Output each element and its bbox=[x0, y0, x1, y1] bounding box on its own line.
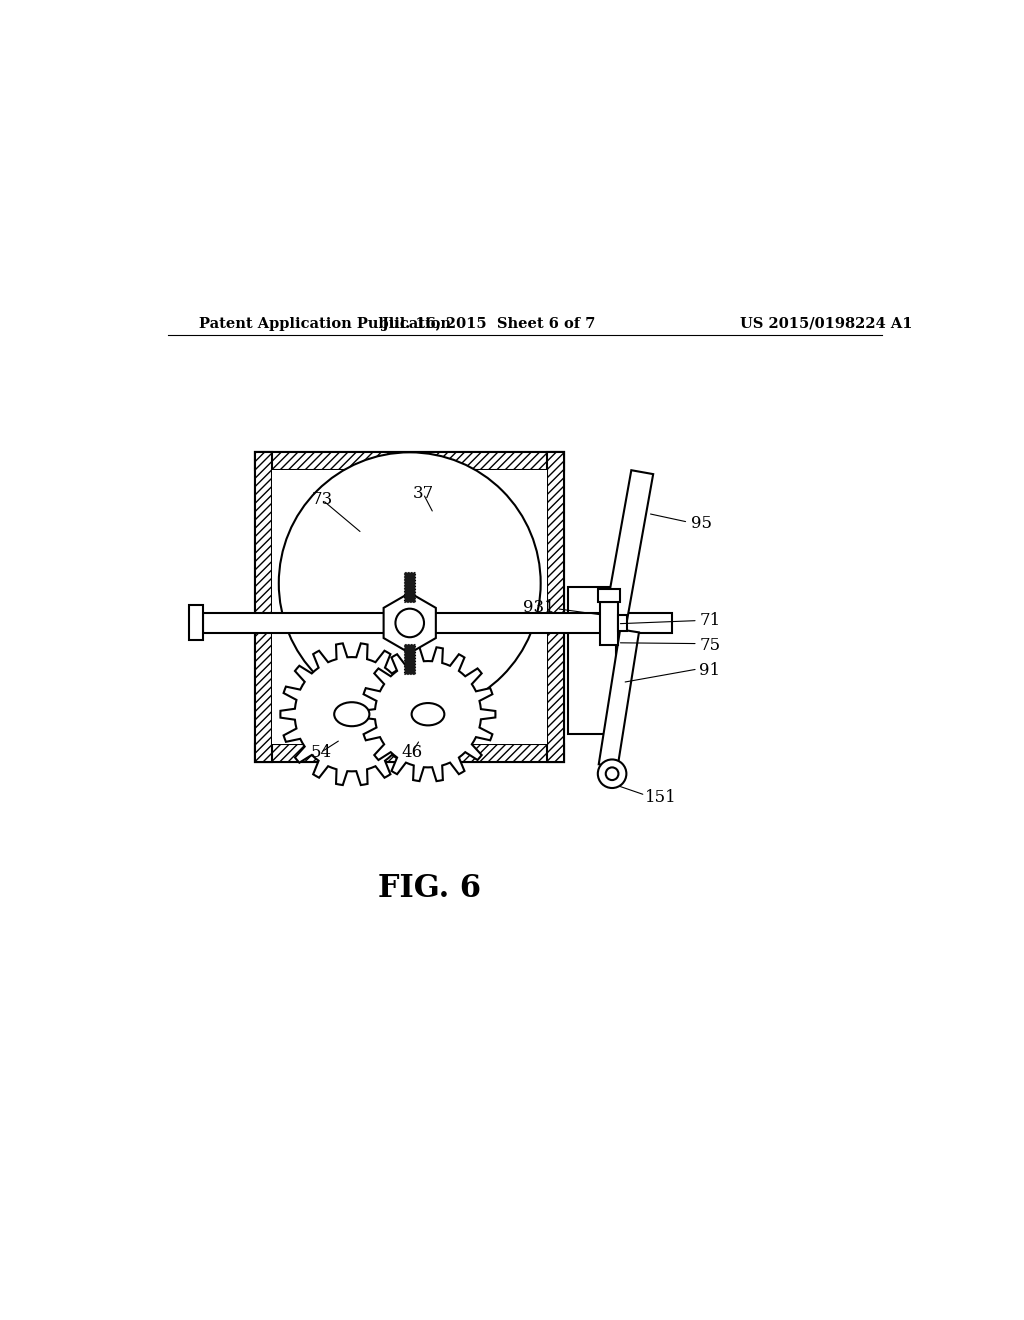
Ellipse shape bbox=[334, 702, 370, 726]
Polygon shape bbox=[604, 470, 653, 624]
Ellipse shape bbox=[412, 704, 444, 726]
Text: FIG. 6: FIG. 6 bbox=[378, 874, 481, 904]
Bar bbox=[204, 612, 672, 634]
Polygon shape bbox=[281, 643, 423, 785]
Text: 54: 54 bbox=[310, 743, 332, 760]
Text: Jul. 16, 2015  Sheet 6 of 7: Jul. 16, 2015 Sheet 6 of 7 bbox=[382, 317, 596, 331]
Bar bbox=[272, 470, 547, 744]
Bar bbox=[255, 744, 564, 762]
Circle shape bbox=[606, 767, 618, 780]
Bar bbox=[189, 606, 204, 640]
Bar bbox=[255, 453, 564, 470]
Text: 931: 931 bbox=[523, 598, 555, 615]
Bar bbox=[404, 644, 416, 675]
Bar bbox=[598, 589, 621, 602]
Circle shape bbox=[279, 453, 541, 714]
Text: Patent Application Publication: Patent Application Publication bbox=[200, 317, 452, 331]
Text: US 2015/0198224 A1: US 2015/0198224 A1 bbox=[740, 317, 912, 331]
Bar bbox=[547, 453, 564, 762]
Text: 71: 71 bbox=[699, 612, 721, 630]
Circle shape bbox=[598, 759, 627, 788]
Polygon shape bbox=[599, 630, 639, 767]
Bar bbox=[568, 587, 616, 734]
Text: 95: 95 bbox=[691, 515, 713, 532]
Polygon shape bbox=[384, 593, 436, 653]
Text: 46: 46 bbox=[401, 743, 423, 760]
Bar bbox=[600, 602, 617, 645]
Bar bbox=[255, 453, 272, 762]
Bar bbox=[404, 572, 416, 602]
Bar bbox=[255, 453, 564, 762]
Polygon shape bbox=[360, 647, 496, 781]
Text: 151: 151 bbox=[645, 789, 677, 807]
Text: 73: 73 bbox=[311, 491, 333, 508]
Text: 91: 91 bbox=[699, 663, 721, 678]
Text: 75: 75 bbox=[699, 636, 721, 653]
Text: 37: 37 bbox=[413, 484, 434, 502]
Bar bbox=[617, 615, 627, 631]
Circle shape bbox=[395, 609, 424, 638]
